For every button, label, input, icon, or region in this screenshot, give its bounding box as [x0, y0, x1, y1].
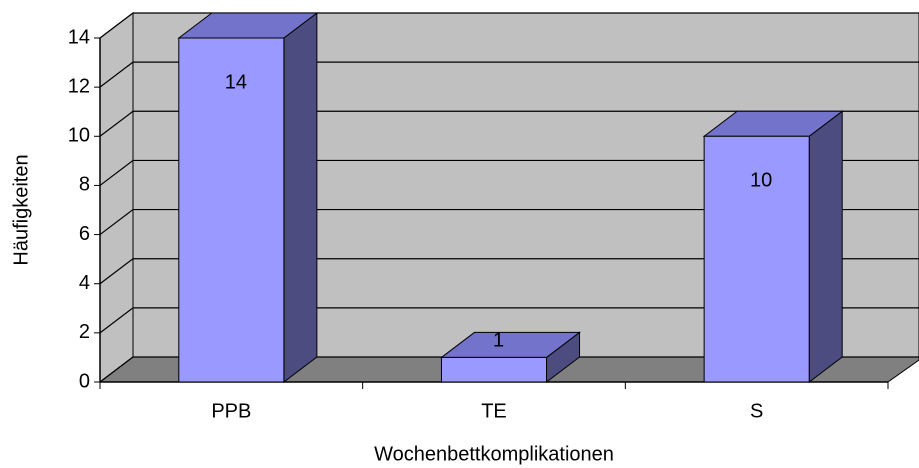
- grid-line: [99, 159, 134, 186]
- data-label: 1: [493, 330, 504, 352]
- grid-line: [99, 209, 134, 236]
- x-axis-title: Wochenbettkomplikationen: [374, 443, 614, 465]
- grid-line: [99, 12, 134, 39]
- bar: [440, 356, 548, 383]
- x-tick-label: S: [750, 400, 763, 422]
- y-tick-label: 12: [68, 75, 90, 97]
- y-tick-label: 4: [79, 272, 90, 294]
- side-wall: [99, 11, 134, 384]
- y-tick-label: 6: [79, 223, 90, 245]
- y-tick-label: 0: [79, 370, 90, 392]
- data-label: 14: [225, 71, 247, 93]
- grid-line: [99, 61, 134, 88]
- x-tick-label: TE: [481, 400, 507, 422]
- bar-side: [283, 11, 318, 384]
- x-tick-label: PPB: [211, 400, 251, 422]
- bar: [703, 135, 810, 383]
- bar-side: [808, 110, 843, 384]
- grid-line: [99, 110, 134, 137]
- y-tick-label: 2: [79, 321, 90, 343]
- bar: [178, 37, 285, 383]
- y-tick-label: 14: [68, 26, 90, 48]
- grid-line: [99, 356, 134, 383]
- y-tick-label: 10: [68, 125, 90, 147]
- y-tick-label: 8: [79, 174, 90, 196]
- y-axis-title: Häufigkeiten: [10, 154, 32, 265]
- grid-line: [99, 307, 134, 334]
- data-label: 10: [750, 170, 772, 192]
- grid-line: [99, 258, 134, 285]
